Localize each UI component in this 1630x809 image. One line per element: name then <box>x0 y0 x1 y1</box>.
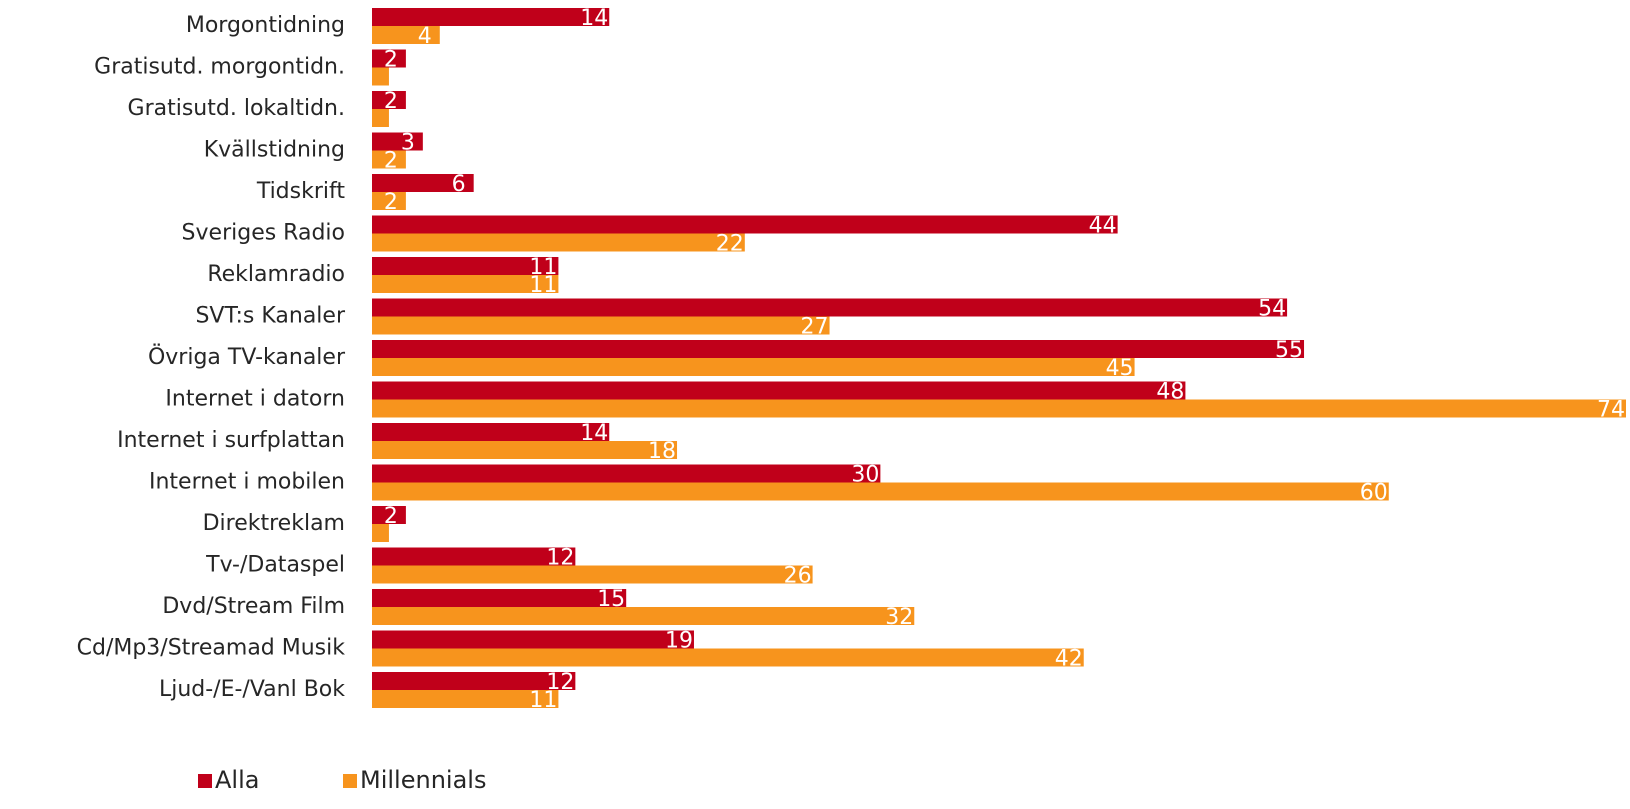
data-label: 26 <box>784 564 812 589</box>
category-label: Cd/Mp3/Streamad Musik <box>77 636 346 661</box>
bar-alla <box>372 340 1305 358</box>
bar-alla <box>372 215 1118 234</box>
data-label: 32 <box>885 605 913 630</box>
category-label: Direktreklam <box>203 511 345 536</box>
bar-millennials <box>372 109 389 127</box>
data-label: 18 <box>648 439 676 464</box>
bar-alla <box>372 423 610 441</box>
bar-alla <box>372 589 627 607</box>
bar-millennials <box>372 565 813 584</box>
bar-millennials <box>372 316 830 335</box>
bar-alla <box>372 257 559 275</box>
data-label: 22 <box>716 232 744 257</box>
bar-alla <box>372 630 694 649</box>
bar-millennials <box>372 482 1389 501</box>
category-label: Gratisutd. morgontidn. <box>94 55 345 80</box>
data-label: 11 <box>529 688 557 713</box>
bar-alla <box>372 132 423 151</box>
bar-alla <box>372 174 474 192</box>
data-label: 6 <box>452 172 466 197</box>
category-label: Tidskrift <box>256 179 346 204</box>
data-label: 4 <box>418 24 432 49</box>
bar-alla <box>372 49 406 68</box>
bar-alla <box>372 672 576 690</box>
bar-alla <box>372 464 881 483</box>
bar-alla <box>372 91 406 109</box>
bar-millennials <box>372 399 1626 418</box>
data-label: 3 <box>401 131 415 156</box>
data-label: 27 <box>801 315 829 340</box>
category-label: Morgontidning <box>186 13 345 38</box>
bar-millennials <box>372 690 559 708</box>
category-label: Internet i mobilen <box>149 470 345 495</box>
bar-millennials <box>372 67 389 86</box>
legend-label-alla: Alla <box>215 766 259 794</box>
legend-swatch-millennials <box>343 774 357 788</box>
bar-millennials <box>372 26 440 44</box>
category-label: Tv-/Dataspel <box>205 553 345 578</box>
bar-millennials <box>372 150 406 169</box>
bar-millennials <box>372 648 1084 667</box>
data-label: 54 <box>1258 297 1286 322</box>
data-label: 45 <box>1106 356 1134 381</box>
category-label: Internet i datorn <box>165 387 345 412</box>
bar-millennials <box>372 607 915 625</box>
category-label: Sveriges Radio <box>182 221 345 246</box>
bar-millennials <box>372 233 745 252</box>
category-label: Ljud-/E-/Vanl Bok <box>159 677 345 702</box>
bar-alla <box>372 381 1186 400</box>
bar-millennials <box>372 275 559 293</box>
category-label: Reklamradio <box>207 262 345 287</box>
category-label: SVT:s Kanaler <box>195 304 345 329</box>
category-label: Övriga TV-kanaler <box>148 344 346 370</box>
data-label: 2 <box>384 89 398 114</box>
bar-alla <box>372 547 576 566</box>
legend-swatch-alla <box>198 774 212 788</box>
data-label: 2 <box>384 149 398 174</box>
data-label: 11 <box>529 273 557 298</box>
bar-millennials <box>372 524 389 542</box>
legend-label-millennials: Millennials <box>360 766 486 794</box>
category-label: Internet i surfplattan <box>117 428 345 453</box>
category-label: Kvällstidning <box>204 138 345 163</box>
data-label: 60 <box>1360 481 1388 506</box>
bar-alla <box>372 506 406 524</box>
category-label: Dvd/Stream Film <box>162 594 345 619</box>
bar-millennials <box>372 441 678 459</box>
data-label: 44 <box>1089 214 1117 239</box>
data-label: 2 <box>384 190 398 215</box>
bar-millennials <box>372 192 406 210</box>
data-label: 2 <box>384 48 398 73</box>
bar-alla <box>372 298 1288 317</box>
data-label: 74 <box>1597 398 1625 423</box>
data-label: 55 <box>1275 338 1303 363</box>
data-label: 2 <box>384 504 398 529</box>
bar-alla <box>372 8 610 26</box>
category-label: Gratisutd. lokaltidn. <box>128 96 345 121</box>
data-label: 42 <box>1055 647 1083 672</box>
data-label: 14 <box>580 6 608 31</box>
bar-millennials <box>372 358 1135 376</box>
